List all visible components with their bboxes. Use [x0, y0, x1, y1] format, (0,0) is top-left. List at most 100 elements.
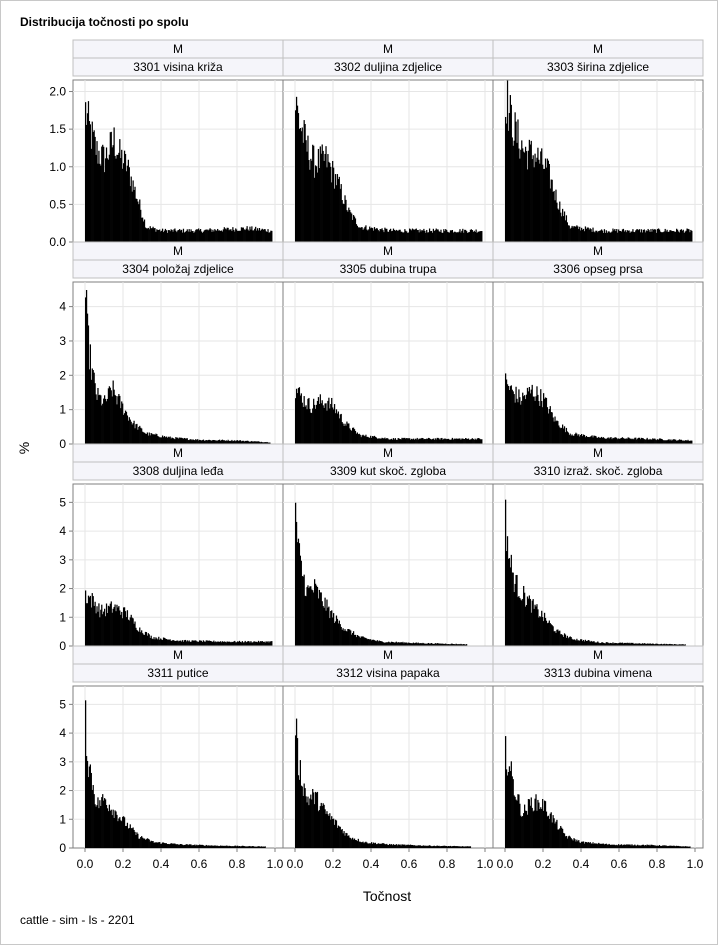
histogram-bar	[327, 400, 329, 444]
histogram-bar	[447, 232, 450, 242]
histogram-bar	[220, 845, 223, 848]
histogram-bar	[335, 820, 338, 848]
histogram-bar	[569, 228, 571, 242]
histogram-bar	[677, 440, 680, 444]
histogram-bar	[371, 437, 373, 444]
histogram-bar	[363, 843, 365, 848]
histogram-bar	[375, 228, 377, 242]
histogram-bar	[355, 433, 358, 444]
histogram-bar	[335, 615, 338, 646]
histogram-bar	[657, 228, 660, 242]
histogram-bar	[661, 439, 663, 444]
histogram-bar	[525, 605, 528, 646]
histogram-bar	[86, 113, 89, 242]
histogram-bar	[271, 230, 273, 242]
histogram-bar	[680, 644, 682, 646]
histogram-bar	[107, 605, 110, 646]
histogram-bar	[452, 439, 454, 444]
histogram-bar	[685, 440, 687, 444]
histogram-bar	[505, 379, 508, 444]
histogram-bar	[246, 440, 248, 444]
histogram-bar	[430, 643, 433, 646]
histogram-bar	[512, 145, 514, 242]
histogram-bar	[297, 775, 300, 848]
histogram-bar	[342, 833, 344, 848]
histogram-bar	[616, 643, 618, 646]
histogram-bar	[94, 383, 96, 444]
histogram-bar	[673, 644, 675, 646]
histogram-bar	[591, 435, 593, 444]
histogram-bar	[462, 438, 464, 444]
histogram-bar	[246, 846, 248, 848]
histogram-bar	[312, 590, 314, 646]
histogram-bar	[589, 436, 591, 444]
histogram-bar	[398, 438, 400, 444]
histogram-bar	[428, 642, 430, 646]
histogram-bar	[524, 152, 526, 242]
histogram-bar	[150, 433, 152, 444]
histogram-bar	[249, 226, 251, 242]
histogram-bar	[460, 439, 462, 444]
histogram-bar	[520, 404, 522, 444]
histogram-bar	[218, 641, 220, 646]
histogram-bar	[424, 438, 426, 444]
histogram-bar	[400, 231, 402, 242]
histogram-bar	[575, 226, 577, 242]
histogram-bar	[414, 845, 416, 848]
histogram-bar	[105, 603, 108, 646]
histogram-bar	[468, 232, 471, 242]
histogram-bar	[88, 597, 91, 646]
histogram-bar	[461, 438, 463, 444]
histogram-bar	[305, 140, 307, 242]
histogram-bar	[654, 845, 656, 848]
histogram-bar	[405, 642, 407, 646]
histogram-bar	[97, 611, 99, 646]
histogram-bar	[132, 180, 134, 242]
histogram-bar	[656, 232, 658, 242]
histogram-bar	[418, 232, 420, 242]
histogram-bar	[343, 831, 345, 848]
histogram-bar	[123, 413, 126, 444]
histogram-bar	[94, 804, 96, 848]
histogram-bar	[638, 845, 641, 848]
histogram-bar	[415, 845, 417, 848]
histogram-bar	[459, 229, 461, 242]
histogram-bar	[515, 799, 517, 848]
histogram-bar	[252, 230, 254, 242]
histogram-bar	[378, 640, 380, 646]
histogram-bar	[447, 438, 449, 444]
histogram-bar	[371, 228, 374, 242]
histogram-bar	[314, 583, 317, 646]
histogram-bar	[512, 779, 514, 848]
histogram-bar	[321, 400, 323, 444]
histogram-bar	[547, 815, 549, 848]
histogram-bar	[171, 229, 173, 242]
histogram-bar	[237, 440, 239, 444]
histogram-bar	[535, 794, 537, 848]
histogram-bar	[549, 813, 551, 848]
histogram-bar	[619, 230, 622, 242]
histogram-bar	[114, 155, 116, 242]
histogram-bar	[517, 119, 519, 242]
histogram-bar	[212, 641, 214, 646]
x-tick-label: 0.0	[497, 857, 514, 871]
histogram-bar	[425, 232, 427, 242]
histogram-bar	[295, 110, 297, 242]
histogram-bar	[433, 643, 435, 646]
histogram-bar	[108, 154, 110, 242]
histogram-bar	[208, 845, 210, 848]
histogram-bar	[376, 640, 378, 646]
panel-group-label: M	[173, 648, 183, 662]
histogram-bar	[478, 438, 480, 444]
histogram-bar	[510, 554, 512, 646]
histogram-bar	[423, 845, 425, 848]
histogram-bar	[211, 845, 213, 848]
histogram-bar	[101, 146, 103, 242]
histogram-bar	[445, 643, 447, 646]
histogram-bar	[675, 231, 677, 242]
histogram-bar	[209, 640, 211, 646]
histogram-bar	[202, 439, 205, 444]
histogram-bar	[469, 229, 472, 242]
